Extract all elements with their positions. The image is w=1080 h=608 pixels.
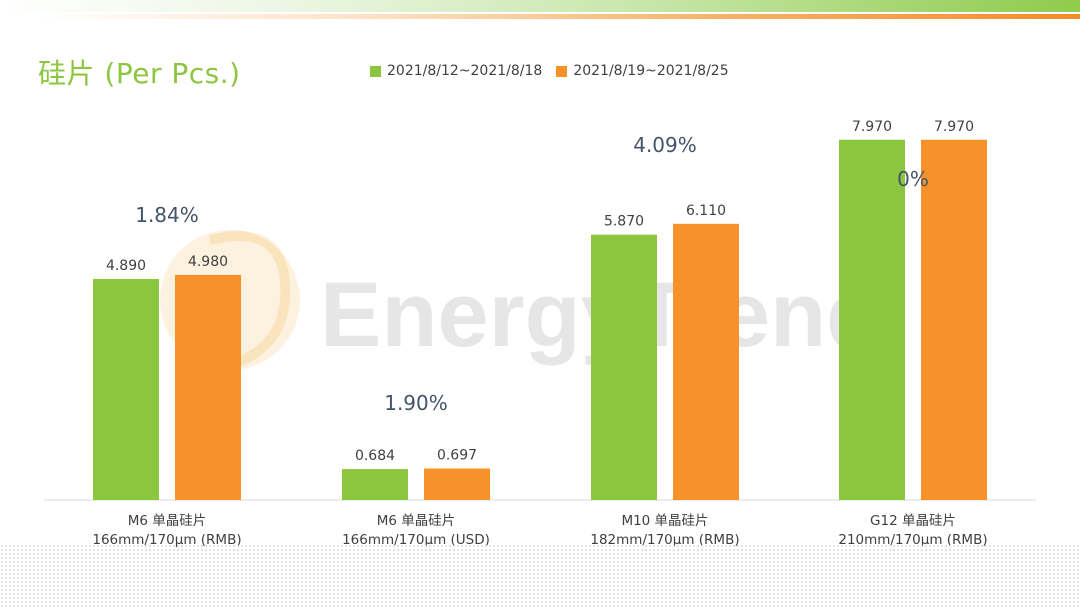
bar-series2-cat3 (673, 223, 739, 500)
bar-series2-cat2 (424, 468, 490, 500)
bar-series2-cat1 (175, 274, 241, 500)
bar-series1-cat3 (591, 234, 657, 500)
page-title: 硅片 (Per Pcs.) (38, 57, 241, 90)
legend-swatch-series2 (556, 65, 568, 77)
bar-series1-cat2 (342, 469, 408, 500)
legend-swatch-series1 (370, 65, 381, 77)
data-label-series1-cat4: 7.970 (852, 119, 892, 135)
data-label-series2-cat4: 7.970 (934, 119, 974, 135)
footer-dot-pattern (0, 544, 1080, 608)
bar-series1-cat1 (93, 278, 159, 500)
category-label-cat4-line1: G12 单晶硅片 (870, 513, 956, 529)
data-label-series2-cat1: 4.980 (188, 254, 228, 270)
data-label-series2-cat2: 0.697 (437, 447, 477, 463)
legend: 2021/8/12~2021/8/18 2021/8/19~2021/8/25 (370, 62, 743, 80)
change-annotation-cat2: 1.90% (384, 391, 448, 415)
legend-label-series1: 2021/8/12~2021/8/18 (387, 63, 543, 79)
legend-item-series2: 2021/8/19~2021/8/25 (556, 63, 729, 79)
change-annotation-cat4: 0% (897, 167, 929, 191)
bar-series1-cat4 (839, 139, 905, 501)
legend-label-series2: 2021/8/19~2021/8/25 (573, 63, 729, 79)
header-orange-stripe (40, 14, 1080, 19)
category-label-cat1-line1: M6 单晶硅片 (128, 513, 207, 529)
data-label-series1-cat2: 0.684 (355, 448, 395, 464)
legend-item-series1: 2021/8/12~2021/8/18 (370, 63, 542, 79)
data-label-series2-cat3: 6.110 (686, 203, 726, 219)
header-band (0, 0, 1080, 22)
change-annotation-cat3: 4.09% (633, 133, 697, 157)
data-label-series1-cat3: 5.870 (604, 214, 644, 230)
header-green-stripe (0, 0, 1080, 12)
category-label-cat3-line1: M10 单晶硅片 (621, 513, 708, 529)
change-annotation-cat1: 1.84% (135, 203, 199, 227)
bar-series2-cat4 (921, 139, 987, 501)
category-label-cat2-line1: M6 单晶硅片 (377, 513, 456, 529)
data-label-series1-cat1: 4.890 (106, 258, 146, 274)
